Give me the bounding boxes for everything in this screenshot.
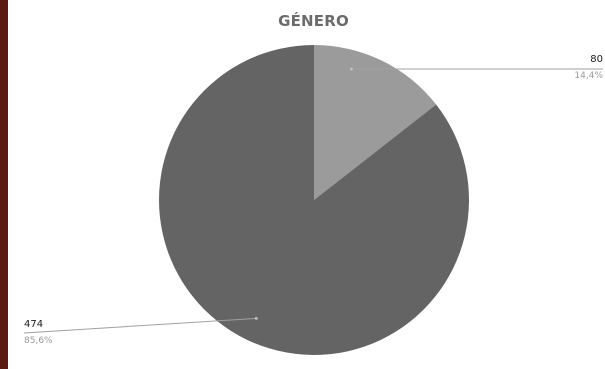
slice-percent-label-2: 85,6% (24, 336, 53, 346)
slice-value-label-2: 474 (24, 319, 43, 330)
leader-lines (23, 67, 603, 334)
pie-slices (158, 44, 469, 355)
chart-title: GÉNERO (278, 12, 349, 30)
slice-percent-label-1: 14,4% (574, 71, 603, 81)
leader-dot-2 (254, 316, 258, 320)
pie-slice-2 (158, 44, 469, 355)
slice-value-label-1: 80 (590, 54, 603, 65)
leader-dot-1 (349, 67, 353, 71)
left-accent-bar (0, 0, 8, 369)
slice-labels: 80 14,4% 474 85,6% (24, 54, 603, 346)
pie-slice-1 (314, 45, 437, 200)
leader-line-2 (23, 317, 257, 334)
